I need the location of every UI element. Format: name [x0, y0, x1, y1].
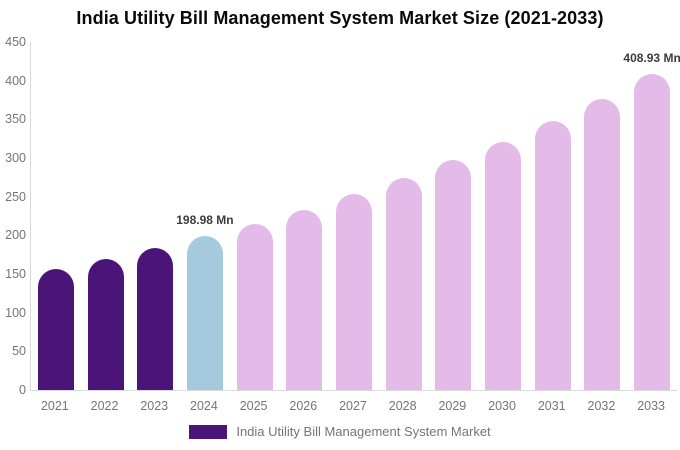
plot-area: 198.98 Mn 408.93 Mn — [30, 42, 680, 391]
bar-2029 — [435, 160, 472, 390]
bar-2027 — [335, 194, 372, 390]
legend-label: India Utility Bill Management System Mar… — [236, 424, 491, 439]
bar-2033 — [634, 73, 671, 390]
bar-slot-2029 — [429, 42, 479, 390]
y-axis-tick-label: 400 — [5, 73, 26, 88]
bar-slot-2021 — [31, 42, 81, 390]
y-axis-tick-label: 300 — [5, 151, 26, 165]
x-axis-tick-label: 2033 — [637, 399, 665, 413]
bar-2032 — [584, 98, 621, 390]
bar-2028 — [385, 178, 422, 390]
x-axis-tick-label: 2032 — [587, 399, 616, 413]
y-axis-tick-label: 150 — [5, 267, 26, 281]
bar-2023 — [137, 247, 174, 390]
y-axis-tick-label: 100 — [5, 305, 26, 320]
y-axis-tick-label: 50 — [12, 344, 26, 359]
bar-slot-2024: 198.98 Mn — [176, 42, 234, 390]
y-axis-tick-label: 0 — [19, 383, 26, 397]
x-axis-tick-label: 2024 — [190, 399, 218, 413]
bar-slot-2025 — [230, 42, 280, 390]
x-axis-tick-label: 2025 — [239, 399, 268, 413]
x-axis-tick-label: 2027 — [339, 399, 367, 413]
y-axis-tick-label: 200 — [5, 228, 26, 243]
x-axis-tick-label: 2023 — [140, 399, 169, 413]
bar-2031 — [534, 120, 571, 390]
y-axis-tick-label: 450 — [5, 35, 26, 49]
bar-2030 — [485, 141, 522, 390]
bar-slot-2028 — [379, 42, 429, 390]
bar-slot-2030 — [478, 42, 528, 390]
x-axis-tick-label: 2029 — [438, 399, 467, 413]
x-axis-tick-label: 2026 — [289, 399, 318, 413]
y-axis: 450 400 350 300 250 200 150 100 50 0 — [0, 0, 26, 450]
x-axis-tick-label: 2028 — [388, 399, 417, 413]
bar-slot-2023 — [130, 42, 180, 390]
bar-2024 — [186, 236, 223, 390]
bar-2022 — [87, 258, 124, 390]
x-axis-tick-label: 2021 — [40, 399, 69, 413]
x-axis: 2021 2022 2023 2024 2025 2026 2027 2028 2029 2030… — [30, 399, 676, 413]
x-axis-tick-label: 2022 — [90, 399, 119, 413]
bar-slot-2031 — [528, 42, 578, 390]
bar-slot-2026 — [279, 42, 329, 390]
y-axis-tick-label: 350 — [5, 112, 26, 127]
chart-title: India Utility Bill Management System Mar… — [76, 8, 604, 28]
bar-value-label: 198.98 Mn — [176, 213, 234, 228]
bar-slot-2027 — [329, 42, 379, 390]
x-axis-tick-label: 2031 — [537, 399, 566, 413]
bar-slot-2032 — [578, 42, 628, 390]
bars-container: 198.98 Mn 408.93 Mn — [31, 42, 680, 390]
bar-2025 — [236, 223, 273, 390]
x-axis-tick-label: 2030 — [488, 399, 516, 413]
y-axis-tick-label: 250 — [5, 189, 26, 204]
legend-swatch — [189, 424, 228, 439]
bar-slot-2033: 408.93 Mn — [623, 42, 680, 390]
bar-2021 — [37, 269, 74, 390]
legend: India Utility Bill Management System Mar… — [0, 424, 680, 439]
bar-value-label: 408.93 Mn — [623, 50, 680, 65]
bar-slot-2022 — [81, 42, 131, 390]
bar-2026 — [286, 209, 323, 390]
